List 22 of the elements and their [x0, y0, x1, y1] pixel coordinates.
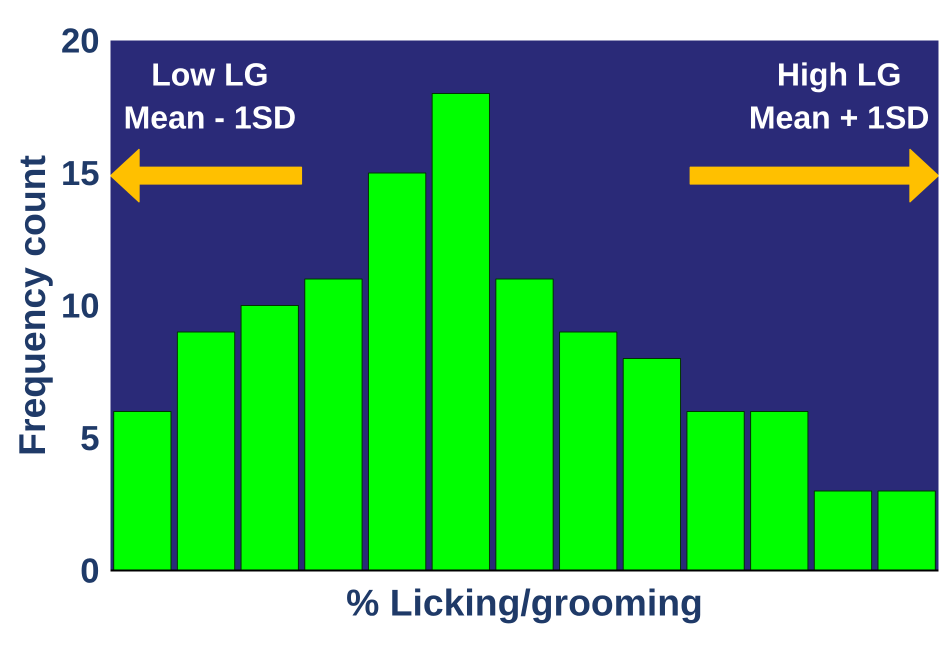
bar: [432, 93, 490, 570]
y-tick-label: 10: [60, 288, 100, 326]
bar: [495, 278, 554, 570]
bar: [559, 332, 618, 570]
bar: [750, 411, 808, 570]
y-tick-label: 15: [60, 155, 100, 193]
y-tick-label: 20: [60, 22, 100, 60]
annotation: Low LG Mean - 1SD: [124, 56, 296, 136]
bar: [877, 490, 936, 570]
annotation: High LG Mean + 1SD: [748, 56, 930, 136]
bar: [622, 358, 682, 570]
y-tick-label: 0: [80, 552, 100, 590]
bar: [814, 490, 872, 570]
bar: [113, 411, 172, 570]
y-tick-label: 5: [80, 420, 100, 458]
bar: [304, 278, 363, 570]
bar: [368, 172, 426, 570]
x-axis-title: % Licking/grooming: [346, 582, 703, 624]
y-axis-title: Frequency count: [10, 155, 53, 456]
bar: [686, 411, 745, 570]
bar: [176, 332, 236, 570]
bar: [240, 305, 299, 570]
